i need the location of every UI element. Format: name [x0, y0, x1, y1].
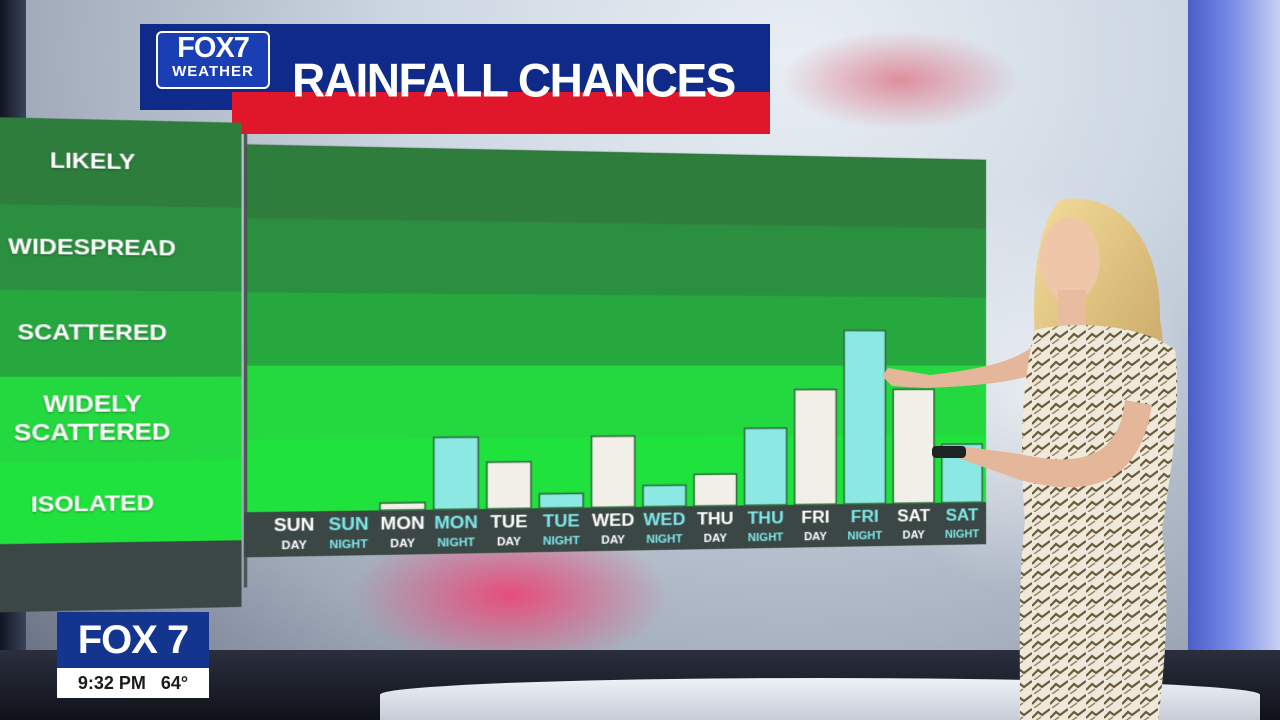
presenter	[882, 198, 1178, 720]
x-tick-day: WED	[592, 510, 635, 531]
bar-mon-day	[380, 503, 425, 511]
bug-channel: FOX 7	[57, 612, 209, 668]
rainfall-chart: ISOLATED WIDELY SCATTERED SCATTERED WIDESPRE…	[0, 107, 998, 627]
x-tick-day: FRI	[851, 506, 879, 526]
bar-tue-day	[487, 462, 531, 509]
x-tick-day: SUN	[274, 514, 315, 535]
wall-blur-highlight	[780, 30, 1020, 130]
y-level-label: WIDELY SCATTERED	[13, 390, 171, 447]
x-tick-day: SAT	[946, 505, 979, 525]
x-tick-period: DAY	[804, 531, 827, 543]
x-tick-day: SUN	[328, 513, 368, 534]
x-tick-day: MON	[381, 513, 425, 534]
x-tick-day: TUE	[490, 511, 527, 532]
bar-fri-day	[795, 389, 837, 504]
y-level-label: LIKELY	[49, 148, 136, 175]
logo-sub-text: WEATHER	[172, 63, 254, 80]
bar-thu-day	[694, 474, 736, 506]
x-tick-period: NIGHT	[847, 530, 882, 542]
x-tick-period: NIGHT	[329, 539, 367, 552]
x-axis-strip	[243, 502, 987, 558]
station-bug: FOX 7 9:32 PM 64°	[57, 612, 209, 698]
title-accent-bar	[232, 92, 770, 134]
x-tick-period: DAY	[497, 536, 522, 548]
bug-temp: 64°	[160, 673, 189, 693]
y-level-label: ISOLATED	[30, 490, 155, 518]
bar-sat-day	[893, 389, 934, 503]
y-level-label: SCATTERED	[17, 319, 167, 346]
band-widespread	[243, 217, 987, 298]
x-tick-period: DAY	[282, 540, 308, 553]
x-tick-period: NIGHT	[945, 529, 979, 541]
x-tick-day: THU	[697, 508, 734, 528]
x-tick-period: NIGHT	[748, 532, 783, 544]
clicker-remote	[932, 446, 966, 458]
y-level-labels: ISOLATED WIDELY SCATTERED SCATTERED WIDESPRE…	[0, 115, 242, 603]
studio-blue-panel	[1188, 0, 1280, 660]
x-tick-day: TUE	[543, 510, 580, 531]
bar-wed-day	[591, 436, 634, 507]
presenter-neck	[1058, 290, 1086, 330]
bug-time-temp: 9:32 PM 64°	[57, 668, 209, 698]
x-tick-period: DAY	[903, 530, 926, 542]
x-tick-period: DAY	[390, 538, 415, 551]
x-tick-period: DAY	[704, 533, 728, 545]
bar-wed-night	[643, 485, 686, 507]
x-tick-day: SAT	[897, 506, 930, 526]
x-tick-period: NIGHT	[437, 537, 475, 550]
x-tick-period: DAY	[601, 534, 625, 546]
x-tick-day: WED	[643, 509, 685, 529]
bar-mon-night	[434, 437, 479, 510]
bug-time: 9:32 PM	[77, 673, 146, 693]
fox7-weather-logo: FOX7 WEATHER	[156, 31, 270, 89]
chart-title: RAINFALL CHANCES	[292, 53, 736, 107]
band-likely	[243, 144, 987, 229]
presenter-face	[1040, 218, 1100, 302]
y-level-label: WIDESPREAD	[8, 233, 176, 261]
x-tick-period: NIGHT	[646, 533, 682, 545]
presenter-dress	[1019, 325, 1178, 720]
x-tick-day: MON	[434, 512, 478, 533]
chart-plot: SUN DAY SUN NIGHT MON DAY MON NIGHT TUE DAY TUE NIG…	[243, 133, 990, 588]
label-column-footer	[0, 540, 242, 614]
band-scattered	[243, 291, 987, 366]
presenter-arm	[882, 340, 1052, 388]
x-tick-period: NIGHT	[543, 535, 580, 548]
presenter-lower-arm	[958, 400, 1152, 488]
bar-fri-night	[844, 330, 885, 504]
x-tick-day: FRI	[801, 507, 829, 527]
logo-main-text: FOX7	[177, 32, 250, 64]
x-tick-day: THU	[748, 508, 784, 528]
wall-blur-highlight	[350, 520, 670, 670]
bar-tue-night	[539, 493, 583, 508]
bar-thu-night	[745, 428, 787, 505]
